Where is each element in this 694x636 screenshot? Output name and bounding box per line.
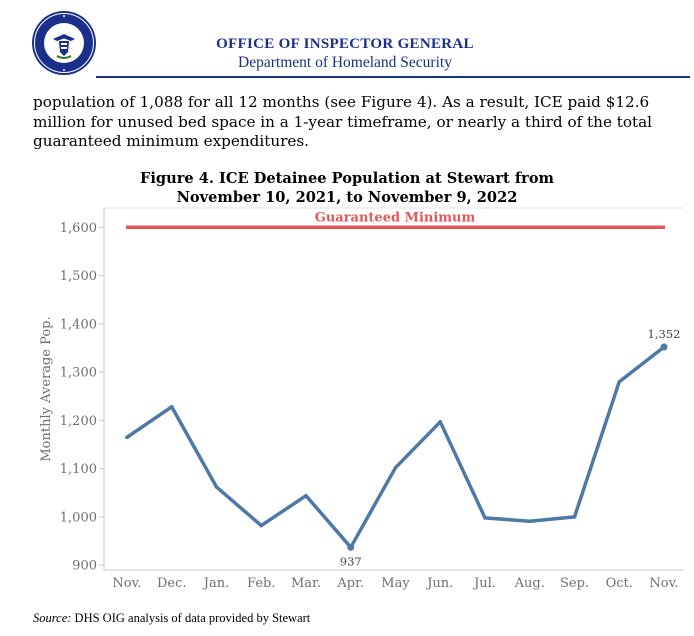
labeled-point-marker [660,343,668,351]
x-tick-label: Nov. [112,576,141,591]
org-block: OFFICE OF INSPECTOR GENERAL Department o… [150,36,540,72]
y-axis-title: Monthly Average Pop. [39,316,54,461]
x-tick-label: May [381,576,410,591]
y-tick-label: 1,200 [60,414,97,429]
data-point [304,493,308,498]
x-tick-label: Jul. [472,576,496,591]
y-tick-label: 1,600 [60,221,97,236]
x-tick-label: Oct. [606,576,633,591]
data-point [527,519,532,524]
x-tick-label: Mar. [291,576,321,591]
data-point [438,420,443,424]
report-header: OFFICE OF INSPECTOR GENERAL Department o… [0,0,694,80]
data-label: 937 [340,554,362,568]
figure-title-line1: Figure 4. ICE Detainee Population at Ste… [139,170,555,187]
x-tick-label: Aug. [514,576,545,591]
x-tick-label: Jun. [425,576,453,591]
y-tick-label: 1,400 [60,317,97,332]
series-line [125,345,666,550]
x-tick-label: Jan. [202,576,229,591]
data-label: 1,352 [648,327,681,341]
data-point [259,523,264,528]
y-tick-label: 900 [72,559,97,574]
x-tick-label: Apr. [336,576,364,591]
org-title: OFFICE OF INSPECTOR GENERAL [216,36,474,52]
x-tick-label: Feb. [247,576,275,591]
x-tick-label: Dec. [157,576,187,591]
data-point [483,516,487,520]
y-tick-label: 1,500 [60,269,97,284]
data-point [169,405,174,409]
guaranteed-minimum-label: Guaranteed Minimum [315,210,476,225]
figure-title-line2: November 10, 2021, to November 9, 2022 [176,189,518,206]
labeled-point-marker [347,543,355,551]
body-paragraph: population of 1,088 for all 12 months (s… [33,93,653,150]
data-point [572,515,577,519]
data-point [214,485,219,489]
data-point [393,465,398,470]
y-tick-label: 1,100 [60,462,97,477]
source-label: Source: [33,611,72,625]
x-tick-label: Sep. [560,576,589,591]
y-tick-label: 1,300 [60,366,97,381]
dhs-seal-icon [32,11,96,75]
header-rule [96,76,690,78]
data-point [617,379,622,384]
data-point [125,435,129,440]
source-text: DHS OIG analysis of data provided by Ste… [71,611,311,625]
figure-title: Figure 4. ICE Detainee Population at Ste… [60,169,634,207]
x-tick-label: Nov. [649,576,678,591]
y-tick-label: 1,000 [60,510,97,525]
org-subtitle: Department of Homeland Security [238,54,452,71]
source-note: Source: DHS OIG analysis of data provide… [33,611,310,626]
population-line-chart: 900 1,000 1,100 1,200 1,300 1,400 1,500 1,600 Mo… [39,207,684,591]
